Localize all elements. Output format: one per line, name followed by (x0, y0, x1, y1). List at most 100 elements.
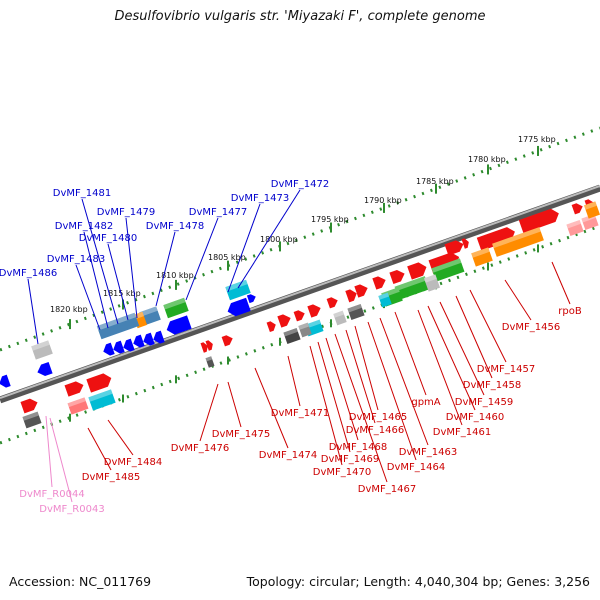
scale-label: 1800 kbp (260, 235, 298, 244)
reverse-gene-arrow (153, 330, 165, 344)
reverse-gene-label: DvMF_1486 (0, 268, 57, 279)
forward-gene-arrow (571, 203, 583, 215)
gene-feature-block (333, 310, 347, 326)
gene-feature-block (225, 279, 251, 301)
scale-label: 1805 kbp (208, 253, 246, 262)
leader-line (427, 305, 476, 411)
reverse-gene-arrow (246, 294, 256, 304)
reverse-gene-arrow (143, 332, 155, 346)
forward-gene-arrow (205, 340, 213, 351)
gene-feature-block (67, 397, 89, 415)
forward-gene-arrow (221, 335, 233, 347)
forward-gene-label: DvMF_1457 (477, 364, 535, 375)
leader-line (417, 309, 463, 426)
gene-feature-block (471, 247, 493, 267)
leader-line (155, 231, 176, 307)
reverse-gene-label: DvMF_1482 (55, 221, 113, 232)
scale-label: 1775 kbp (518, 135, 556, 144)
forward-gene-arrow (476, 227, 515, 251)
leader-line (504, 279, 532, 321)
forward-gene-label: DvMF_1476 (171, 443, 229, 454)
leader-line (237, 189, 301, 289)
leader-line (125, 217, 138, 319)
reverse-gene-arrow (166, 315, 192, 335)
leader-line (45, 415, 53, 488)
gene-feature-block (424, 274, 440, 292)
accession-text: Accession: NC_011769 (9, 574, 152, 589)
forward-gene-arrow (200, 342, 208, 353)
leader-line (227, 203, 261, 293)
leader-line (334, 333, 388, 483)
reverse-gene-arrow (103, 342, 115, 356)
scale-label: 1790 kbp (364, 196, 402, 205)
forward-gene-label: DvMF_1467 (358, 484, 416, 495)
leader-line (367, 321, 417, 461)
scale-ticks: 1775 kbp 1780 kbp 1785 kbp 1790 kbp 1795 kbp… (50, 135, 556, 422)
forward-gene-label: DvMF_1474 (259, 450, 317, 461)
leader-line (199, 383, 219, 442)
gene-feature-block (22, 411, 42, 429)
forward-gene-arrow (326, 297, 338, 309)
reverse-gene-label: DvMF_1479 (97, 207, 155, 218)
leader-line (469, 289, 507, 363)
reverse-gene-label: DvMF_1483 (47, 254, 105, 265)
gene-feature-block (283, 328, 301, 344)
reverse-gene-label: DvMF_1473 (231, 193, 289, 204)
leader-line (49, 417, 73, 503)
forward-gene-label: DvMF_1469 (321, 454, 379, 465)
reverse-gene-label: DvMF_1477 (189, 207, 247, 218)
reverse-gene-label: DvMF_1472 (271, 179, 329, 190)
reverse-gene-arrow (133, 334, 145, 348)
map-title: Desulfovibrio vulgaris str. 'Miyazaki F'… (114, 9, 486, 24)
reverse-gene-label: DvMF_1480 (79, 233, 137, 244)
leader-line (309, 345, 343, 466)
forward-gene-label: DvMF_1465 (349, 412, 407, 423)
forward-gene-arrow (64, 381, 84, 397)
scale-track-inner (0, 224, 600, 445)
genome-backbone (0, 184, 600, 404)
forward-gene-arrow (307, 304, 321, 318)
forward-gene-arrow (518, 208, 559, 234)
forward-gene-arrow (389, 270, 405, 284)
forward-gene-label: DvMF_1458 (463, 380, 521, 391)
gene-feature-block (298, 322, 312, 338)
forward-gene-arrow (354, 284, 368, 298)
forward-gene-label: DvMF_1461 (433, 427, 491, 438)
forward-gene-label: DvMF_1470 (313, 467, 371, 478)
gene-feature-block (163, 297, 189, 319)
reverse-gene-label: DvMF_1481 (53, 188, 111, 199)
gene-feature-block (205, 356, 215, 368)
reverse-gene-arrow (227, 297, 251, 317)
gene-feature-block (88, 389, 116, 411)
reverse-gene-arrow (37, 362, 53, 376)
scale-label: 1820 kbp (50, 305, 88, 314)
genome-summary-text: Topology: circular; Length: 4,040,304 bp… (246, 574, 590, 589)
leader-line (87, 427, 112, 471)
gene-feature-block (584, 201, 600, 219)
leader-line (354, 325, 379, 411)
leader-line (75, 264, 101, 331)
leader-line (254, 367, 289, 449)
forward-gene-arrow (20, 398, 38, 414)
gene-feature-block (566, 220, 584, 236)
leader-line (27, 278, 39, 345)
forward-gene-label: DvMF_1466 (346, 425, 404, 436)
scale-label: 1810 kbp (156, 271, 194, 280)
forward-gene-label: DvMF_1463 (399, 447, 457, 458)
forward-gene-label: DvMF_1464 (387, 462, 445, 473)
forward-gene-label: DvMF_1485 (82, 472, 140, 483)
forward-gene-label: DvMF_1459 (455, 397, 513, 408)
gene-feature-block (492, 227, 544, 257)
forward-gene-label: DvMF_1460 (446, 412, 504, 423)
forward-gene-arrow (345, 289, 357, 303)
leader-line (83, 231, 109, 329)
leader-line (227, 381, 242, 428)
forward-gene-arrow (372, 276, 386, 290)
gene-feature-block (378, 292, 392, 308)
gene-feature-block (394, 276, 430, 300)
forward-gene-arrow (407, 262, 427, 280)
scale-label: 1785 kbp (416, 177, 454, 186)
gene-feature-block (347, 304, 365, 320)
leader-line (345, 329, 376, 424)
